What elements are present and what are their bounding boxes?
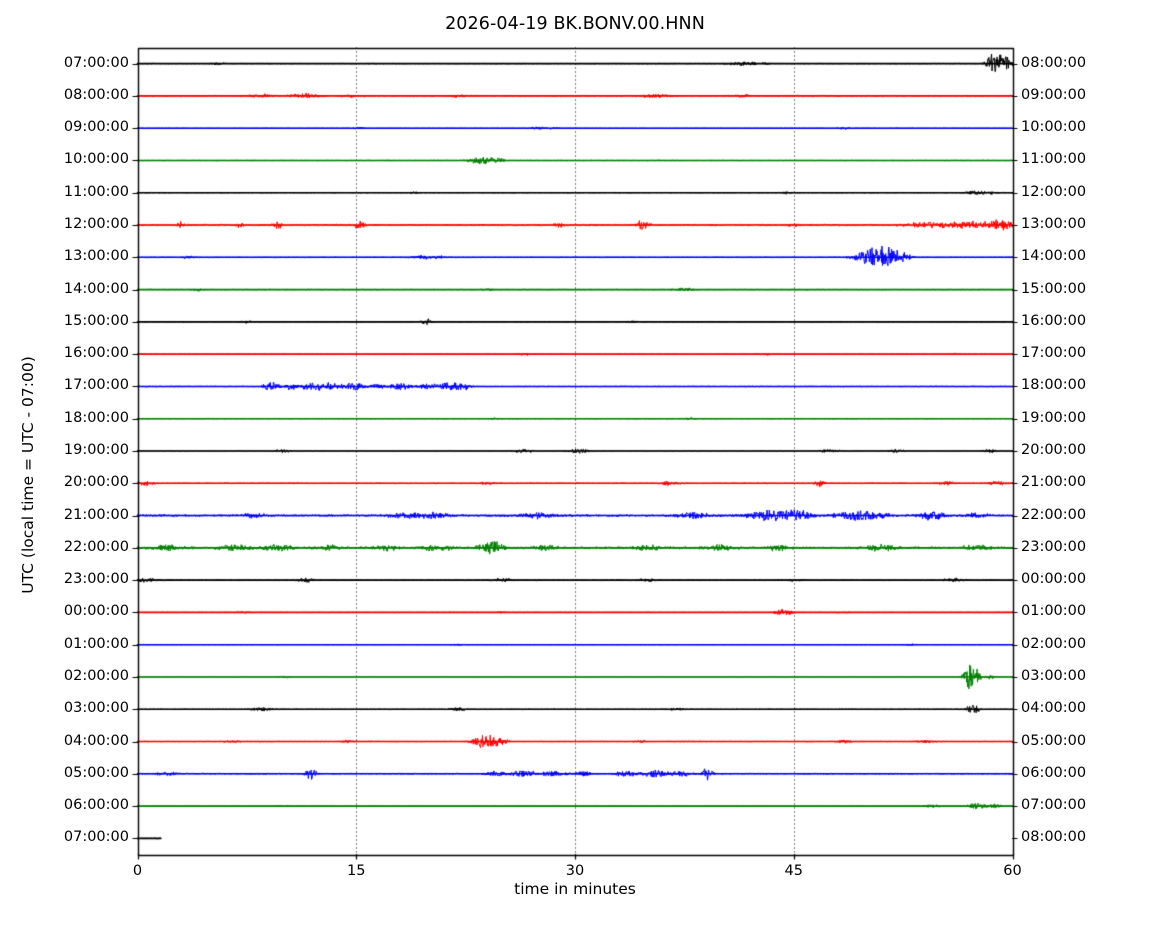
y-axis-tick-right: 05:00:00 bbox=[1021, 732, 1087, 749]
x-axis-tick: 0 bbox=[132, 863, 143, 879]
y-axis-tick-right: 22:00:00 bbox=[1021, 506, 1087, 523]
y-axis-tick-left: 02:00:00 bbox=[63, 667, 129, 684]
y-axis-tick-left: 14:00:00 bbox=[63, 280, 129, 297]
y-axis-tick-right: 23:00:00 bbox=[1021, 538, 1087, 555]
y-axis-tick-left: 01:00:00 bbox=[63, 635, 129, 652]
y-axis-tick-right: 20:00:00 bbox=[1021, 442, 1087, 458]
x-axis-tick: 45 bbox=[784, 863, 803, 879]
x-axis-tick: 60 bbox=[1003, 863, 1022, 879]
y-axis-tick-left: 07:00:00 bbox=[63, 54, 129, 71]
y-axis-tick-right: 08:00:00 bbox=[1021, 829, 1087, 846]
y-axis-label-text: UTC (local time = UTC - 07:00) bbox=[19, 356, 37, 594]
y-axis-tick-left: 12:00:00 bbox=[63, 216, 129, 233]
y-axis-tick-left: 04:00:00 bbox=[63, 732, 129, 749]
y-axis-tick-left: 13:00:00 bbox=[63, 248, 129, 265]
y-axis-tick-left: 03:00:00 bbox=[63, 700, 129, 717]
y-axis-tick-left: 15:00:00 bbox=[63, 312, 129, 329]
x-axis-label: time in minutes bbox=[514, 880, 636, 898]
y-axis-tick-left: 08:00:00 bbox=[63, 86, 129, 103]
y-axis-tick-right: 19:00:00 bbox=[1021, 409, 1087, 426]
y-axis-tick-left: 20:00:00 bbox=[63, 474, 129, 491]
page-title: 2026-04-19 BK.BONV.00.HNN bbox=[445, 14, 705, 34]
y-axis-tick-left: 18:00:00 bbox=[63, 409, 129, 426]
y-axis-tick-right: 18:00:00 bbox=[1021, 377, 1087, 394]
y-axis-tick-right: 14:00:00 bbox=[1021, 248, 1087, 265]
x-axis-tick: 30 bbox=[565, 863, 585, 879]
y-axis-tick-left: 09:00:00 bbox=[63, 119, 129, 136]
y-axis-tick-left: 23:00:00 bbox=[63, 571, 129, 588]
y-axis-tick-left: 00:00:00 bbox=[63, 603, 129, 620]
y-axis-tick-right: 01:00:00 bbox=[1021, 603, 1087, 620]
y-axis-tick-right: 12:00:00 bbox=[1021, 183, 1087, 200]
y-axis-tick-left: 17:00:00 bbox=[63, 377, 129, 394]
y-axis-tick-right: 21:00:00 bbox=[1021, 474, 1087, 491]
y-axis-tick-left: 11:00:00 bbox=[63, 183, 129, 200]
y-axis-tick-right: 07:00:00 bbox=[1021, 797, 1087, 814]
y-axis-tick-right: 09:00:00 bbox=[1021, 86, 1087, 103]
y-axis-tick-left: 21:00:00 bbox=[63, 506, 129, 523]
y-axis-tick-right: 13:00:00 bbox=[1021, 216, 1087, 233]
y-axis-tick-right: 15:00:00 bbox=[1021, 280, 1087, 297]
y-axis-tick-left: 22:00:00 bbox=[63, 538, 129, 555]
y-axis-label: UTC (local time = UTC - 07:00) bbox=[14, 0, 42, 950]
y-axis-tick-right: 11:00:00 bbox=[1021, 151, 1087, 168]
x-axis-tick: 15 bbox=[347, 863, 366, 879]
y-axis-tick-left: 05:00:00 bbox=[63, 764, 129, 781]
y-axis-tick-left: 10:00:00 bbox=[63, 151, 129, 168]
y-axis-tick-right: 03:00:00 bbox=[1021, 667, 1087, 684]
y-axis-tick-right: 10:00:00 bbox=[1021, 119, 1087, 136]
y-axis-tick-right: 16:00:00 bbox=[1021, 312, 1087, 329]
y-axis-tick-left: 16:00:00 bbox=[63, 345, 129, 362]
y-axis-tick-right: 02:00:00 bbox=[1021, 635, 1087, 652]
y-axis-tick-left: 19:00:00 bbox=[63, 442, 129, 458]
y-axis-tick-right: 04:00:00 bbox=[1021, 700, 1087, 717]
y-axis-tick-right: 08:00:00 bbox=[1021, 54, 1087, 71]
y-axis-tick-right: 00:00:00 bbox=[1021, 571, 1087, 588]
y-axis-tick-right: 06:00:00 bbox=[1021, 764, 1087, 781]
y-axis-tick-left: 07:00:00 bbox=[63, 829, 129, 846]
y-axis-tick-left: 06:00:00 bbox=[63, 797, 129, 814]
y-axis-tick-right: 17:00:00 bbox=[1021, 345, 1087, 362]
